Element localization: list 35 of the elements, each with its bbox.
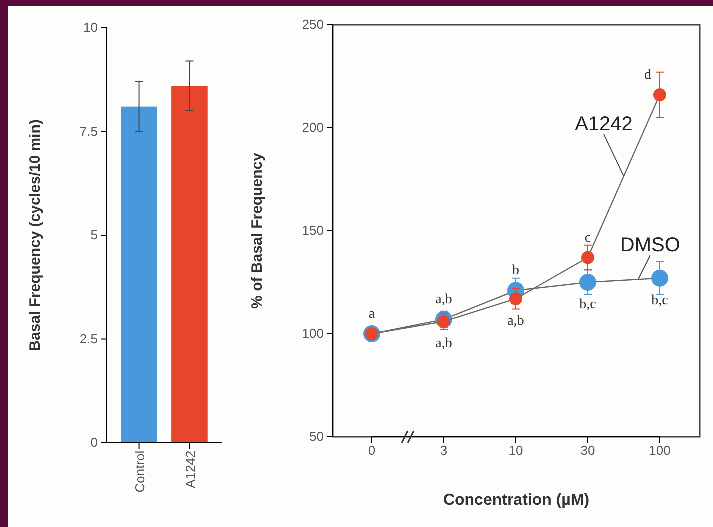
y-tick-label: 100: [302, 326, 324, 342]
annotation: a: [368, 307, 376, 322]
x-tick-label: 10: [508, 443, 524, 458]
series-label: DMSO: [620, 234, 680, 257]
y-tick-label: 150: [302, 223, 324, 238]
x-tick-label: A1242: [182, 450, 198, 488]
annotation: b,c: [580, 298, 596, 312]
point: [582, 251, 594, 264]
y-axis-title: % of Basal Frequency: [249, 152, 266, 309]
y-tick-label: 7.5: [80, 124, 98, 139]
point: [652, 270, 668, 287]
y-tick-label: 250: [302, 17, 324, 32]
y-axis-title: Basal Frequency (cycles/10 min): [27, 120, 44, 352]
y-tick-label: 5: [90, 228, 98, 243]
y-tick-label: 200: [302, 120, 324, 136]
annotation: a,b: [508, 314, 524, 329]
y-tick-label: 50: [310, 429, 324, 444]
series-label: A1242: [575, 113, 633, 136]
x-axis-title: Concentration (µM): [443, 492, 590, 509]
annotation: b,c: [652, 293, 668, 308]
y-tick-label: 2.5: [80, 331, 98, 346]
annotation: d: [644, 68, 652, 84]
x-tick-label: 0: [368, 443, 376, 458]
annotation: a,b: [436, 336, 452, 352]
x-tick-label: 3: [440, 443, 448, 458]
y-tick-label: 10: [84, 20, 98, 36]
annotation: b: [512, 264, 520, 279]
point: [510, 292, 522, 306]
x-tick-label: Control: [132, 450, 148, 493]
x-tick-label: 30: [580, 443, 596, 458]
annotation: a,b: [436, 292, 452, 308]
point: [580, 274, 596, 291]
point: [654, 88, 666, 102]
annotation: c: [584, 230, 592, 246]
x-tick-label: 100: [649, 443, 671, 458]
